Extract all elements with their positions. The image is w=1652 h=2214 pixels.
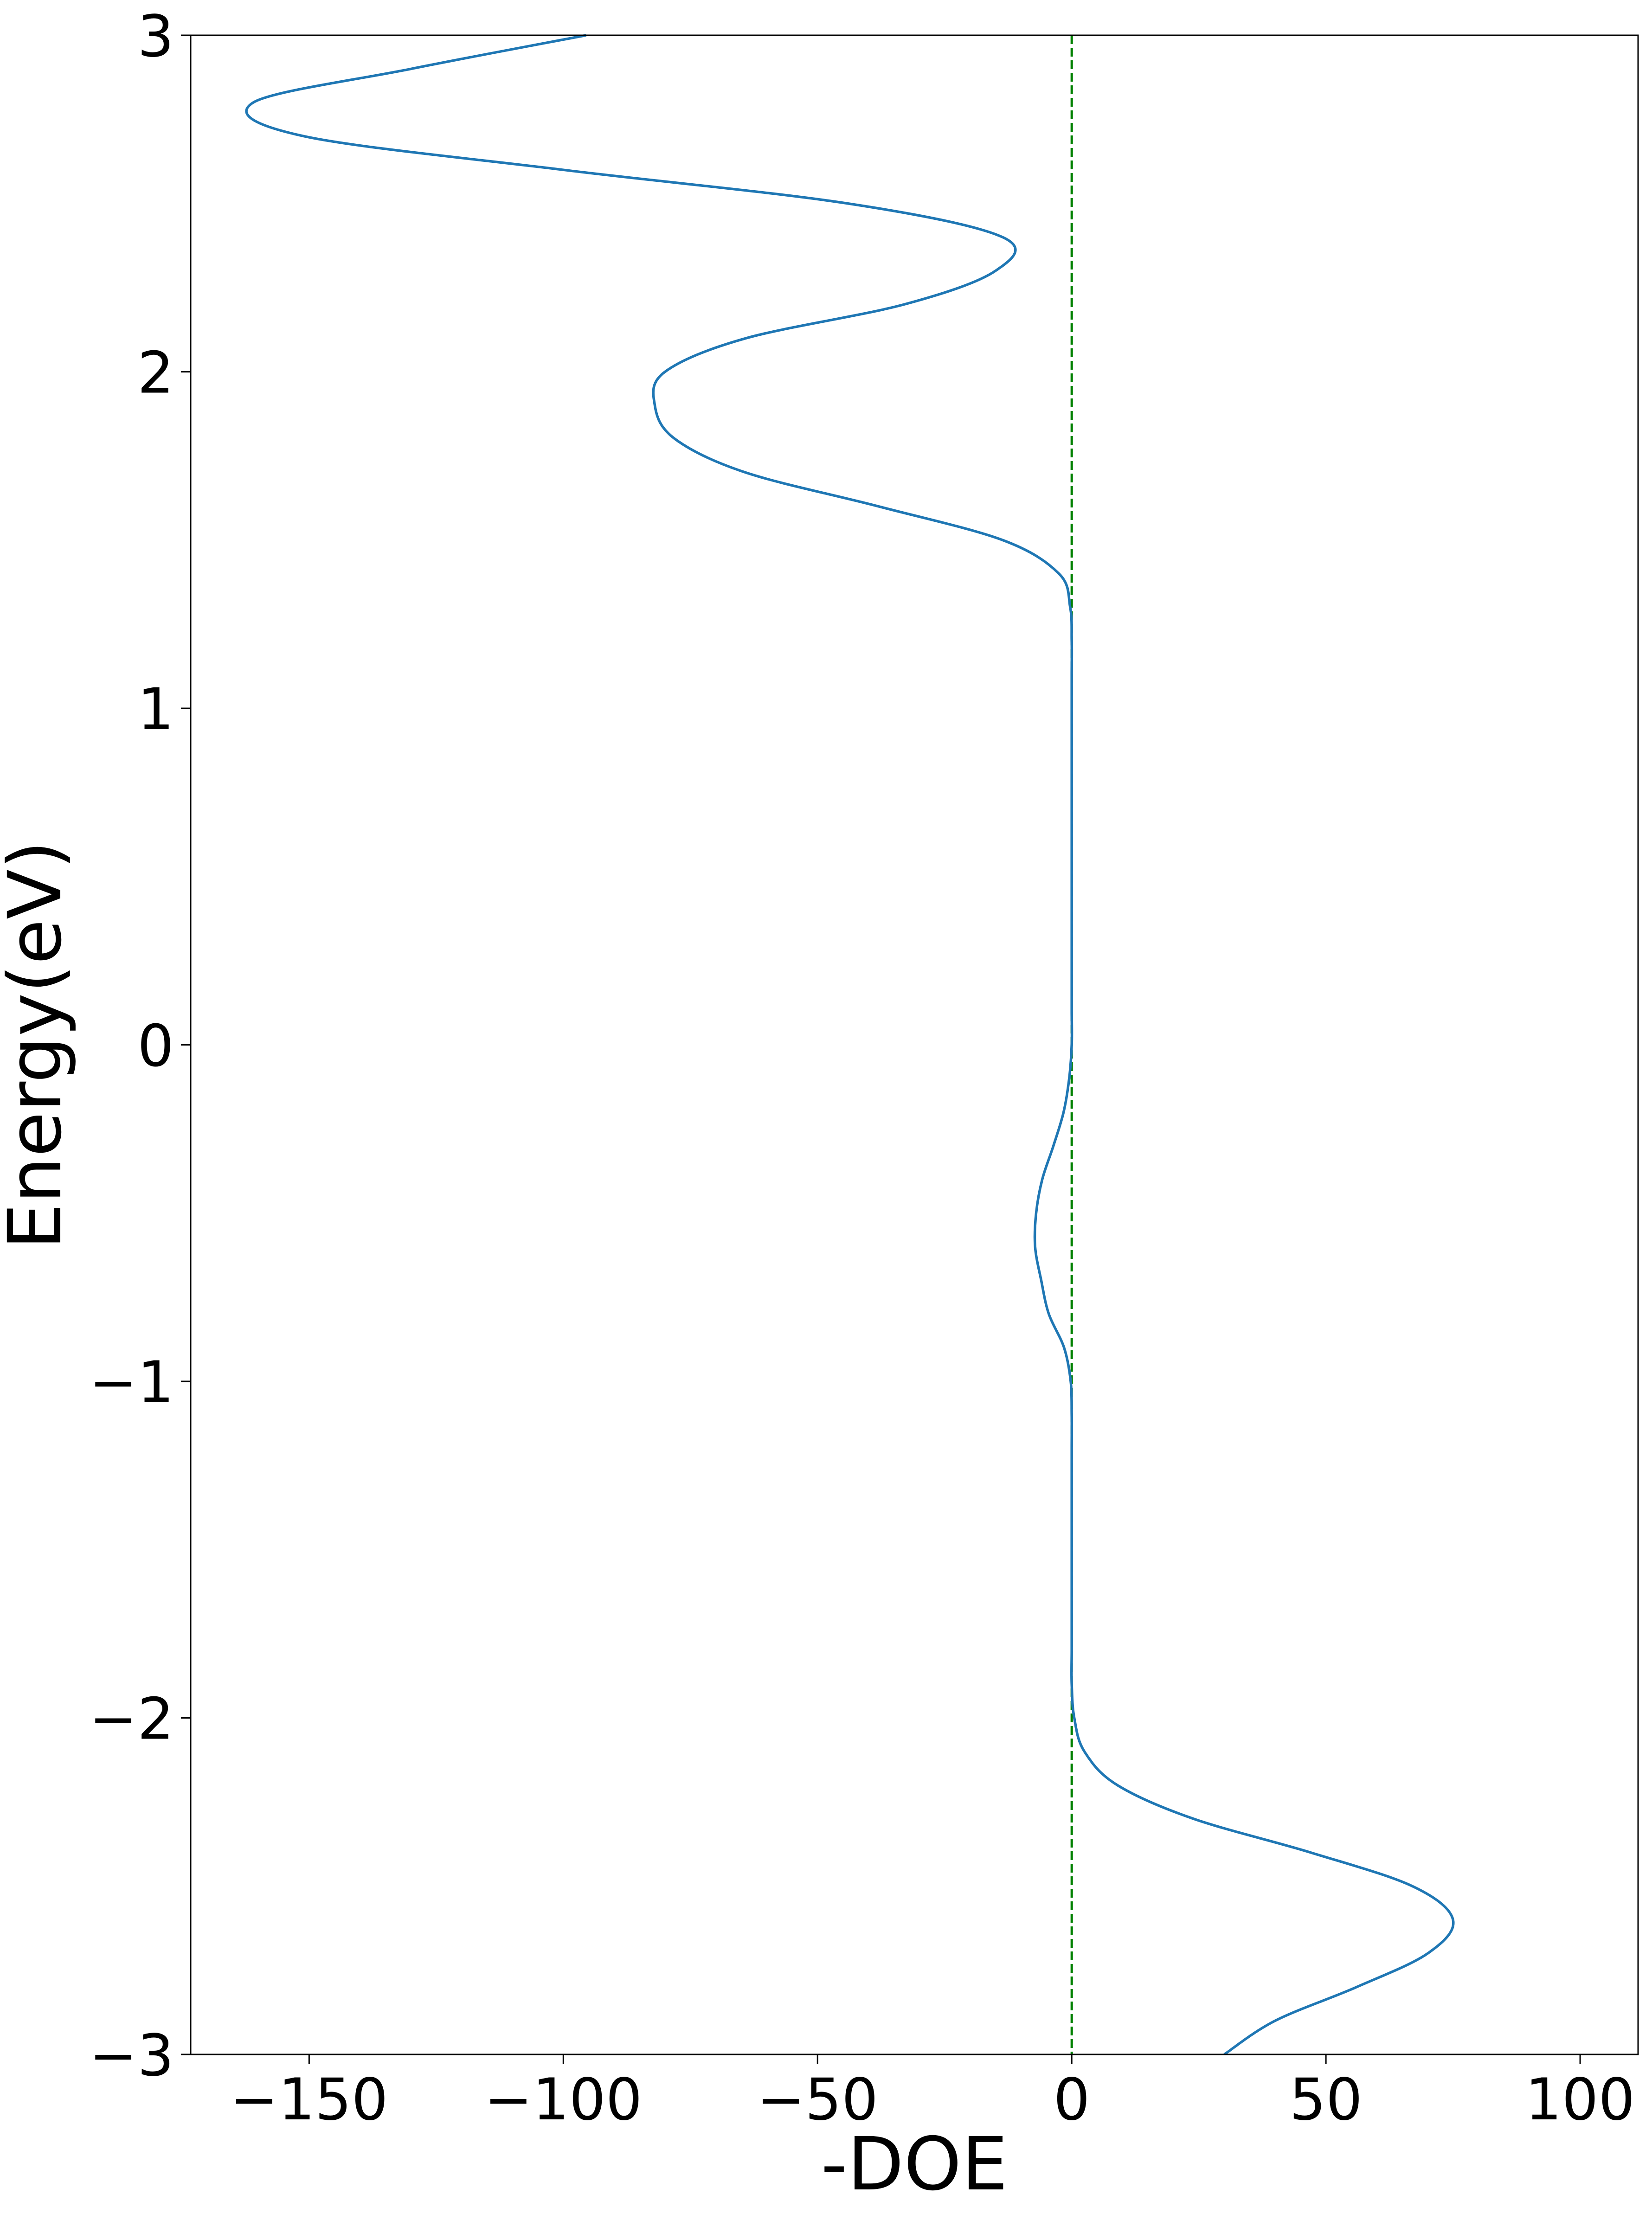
y-axis-label: Energy(eV) xyxy=(0,841,78,1250)
x-tick-label: −150 xyxy=(230,2066,388,2133)
x-tick-label: 0 xyxy=(1054,2066,1090,2133)
y-tick-label: 3 xyxy=(137,3,174,70)
x-tick-label: −100 xyxy=(484,2066,643,2133)
plot-frame xyxy=(190,34,1639,2055)
y-tick-label: −2 xyxy=(89,1686,174,1753)
y-tick-label: 2 xyxy=(137,340,174,407)
y-tick-label: −3 xyxy=(89,2022,174,2089)
x-tick-label: −50 xyxy=(757,2066,878,2133)
y-tick-label: 1 xyxy=(137,676,174,743)
x-tick-label: 100 xyxy=(1525,2066,1635,2133)
x-axis-label: -DOE xyxy=(821,2122,1008,2207)
x-tick-label: 50 xyxy=(1289,2066,1363,2133)
data-line xyxy=(245,34,1455,2056)
y-tick-label: −1 xyxy=(89,1349,174,1416)
y-tick-label: 0 xyxy=(137,1013,174,1080)
